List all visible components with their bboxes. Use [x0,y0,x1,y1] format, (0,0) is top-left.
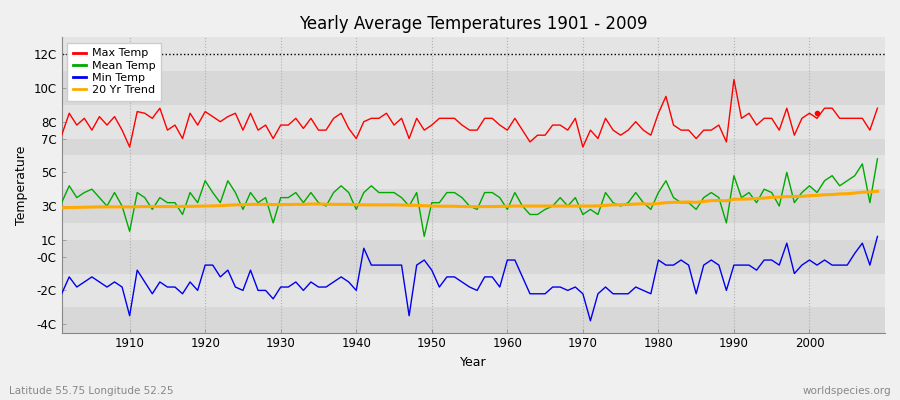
Bar [62,274,885,307]
Bar [62,307,885,332]
Text: worldspecies.org: worldspecies.org [803,386,891,396]
Bar [62,156,885,189]
Legend: Max Temp, Mean Temp, Min Temp, 20 Yr Trend: Max Temp, Mean Temp, Min Temp, 20 Yr Tre… [68,43,161,101]
Bar [62,240,885,274]
Title: Yearly Average Temperatures 1901 - 2009: Yearly Average Temperatures 1901 - 2009 [299,15,648,33]
Bar [62,189,885,223]
Bar [62,105,885,138]
X-axis label: Year: Year [460,356,487,369]
Bar [62,223,885,240]
Bar [62,138,885,156]
Text: Latitude 55.75 Longitude 52.25: Latitude 55.75 Longitude 52.25 [9,386,174,396]
Bar [62,37,885,71]
Y-axis label: Temperature: Temperature [15,145,28,225]
Bar [62,71,885,105]
